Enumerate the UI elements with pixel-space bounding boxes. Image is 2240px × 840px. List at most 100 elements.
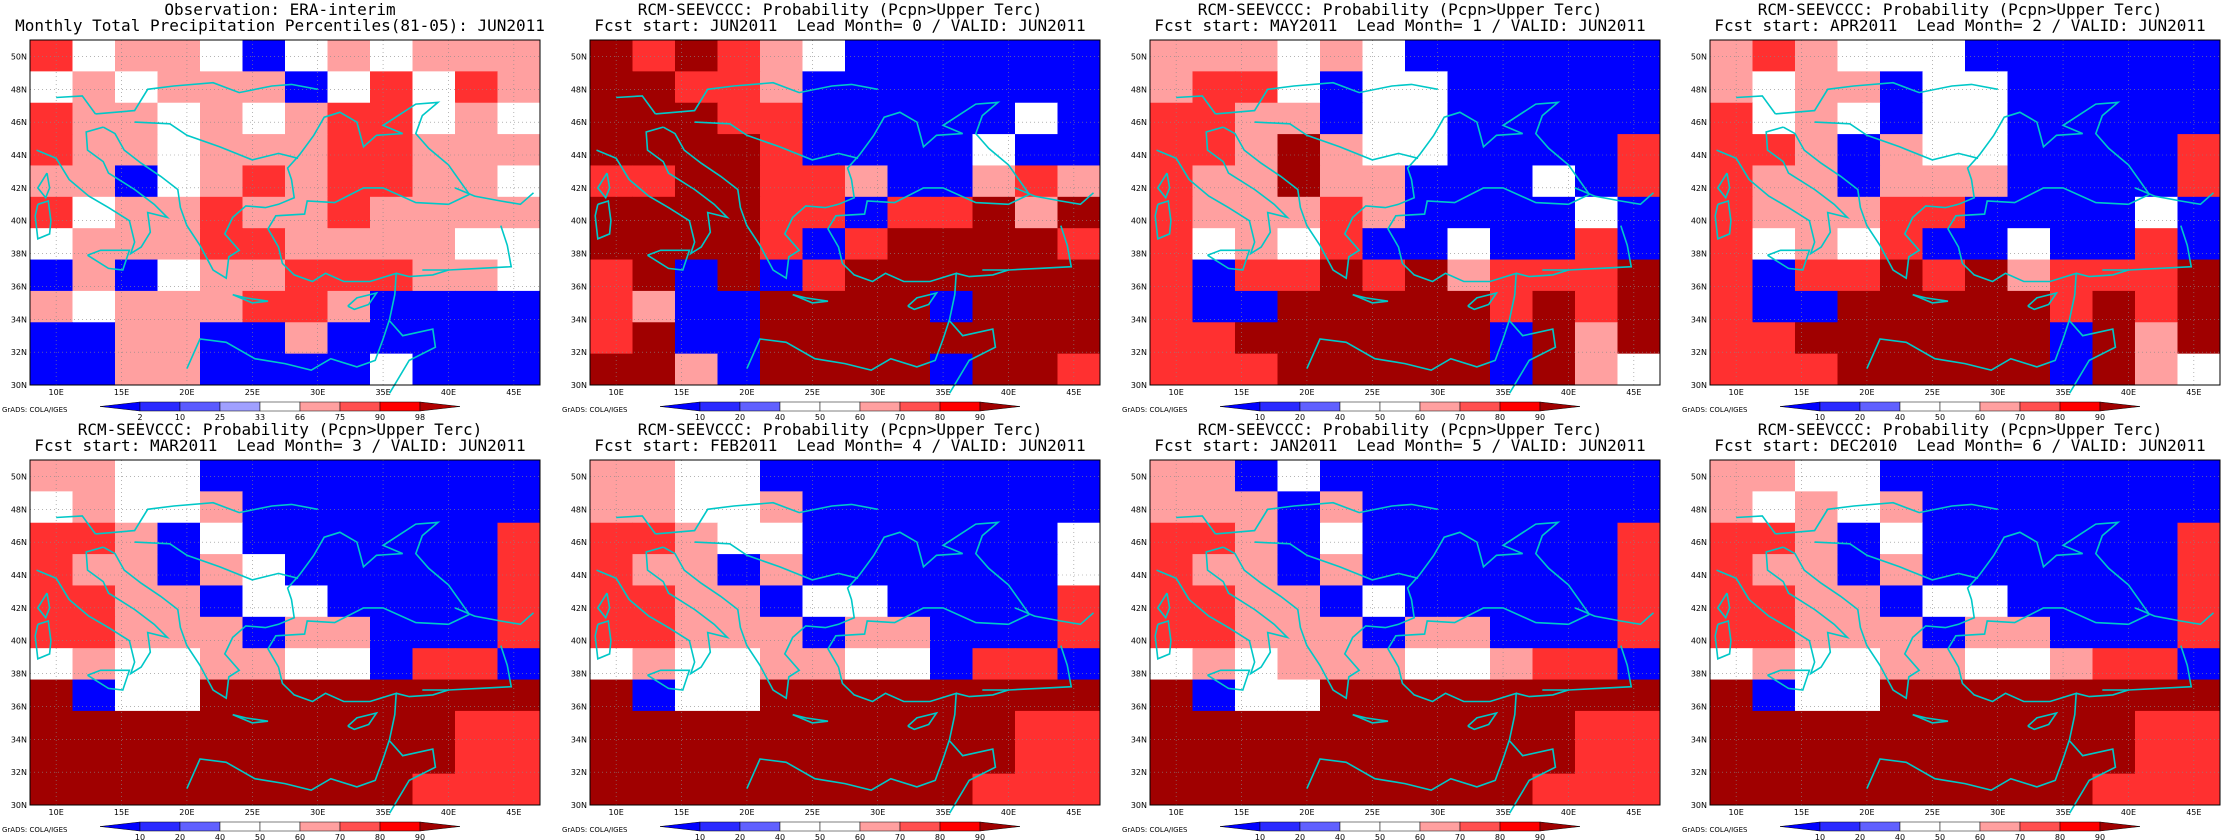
grid-cell <box>30 102 73 135</box>
grid-cell <box>200 585 243 618</box>
grid-cell <box>2135 290 2178 323</box>
grid-cell <box>242 773 286 806</box>
grid-cell <box>590 585 633 618</box>
lat-tick-label: 48N <box>1131 85 1147 94</box>
grid-cell <box>497 322 541 355</box>
grid-cell <box>1362 353 1406 386</box>
grid-cell <box>1922 522 1966 555</box>
colorbar-label: 10 <box>1255 833 1265 840</box>
grid-cell <box>1965 290 2008 323</box>
lat-tick-label: 32N <box>571 768 587 777</box>
grid-cell <box>675 71 718 104</box>
grid-cell <box>1277 773 1321 806</box>
grid-cell <box>1150 196 1193 229</box>
colorbar-segment <box>1459 821 1501 832</box>
colorbar-label: 60 <box>855 833 865 840</box>
grid-cell <box>1192 322 1236 355</box>
grid-cell <box>1277 585 1321 618</box>
colorbar-segment <box>859 401 901 412</box>
grid-cell <box>1447 616 1491 649</box>
grid-cell <box>72 491 116 524</box>
lat-tick-label: 50N <box>571 52 587 61</box>
coastline <box>87 669 131 691</box>
grid-cell <box>455 196 498 229</box>
grid-cell <box>845 228 888 261</box>
lat-tick-label: 32N <box>571 348 587 357</box>
grid-cell <box>1837 460 1881 492</box>
coastline <box>1736 515 1777 535</box>
grid-cell <box>1235 679 1278 712</box>
grid-cell <box>1575 742 1618 775</box>
grid-cell <box>972 290 1016 323</box>
grid-cell <box>802 102 846 135</box>
lat-tick-label: 34N <box>1131 735 1147 744</box>
grid-cell <box>590 773 633 806</box>
colorbar-segment <box>939 821 981 832</box>
grid-cell <box>1015 196 1058 229</box>
coastline <box>1508 320 1557 394</box>
coastline <box>2076 689 2129 698</box>
lat-tick-label: 34N <box>1691 735 1707 744</box>
grid-cell <box>455 165 498 198</box>
grid-cell <box>370 554 413 586</box>
map-frame <box>29 459 541 806</box>
grid-cell <box>1575 71 1618 104</box>
grid-cell <box>802 679 846 712</box>
colorbar-segment <box>219 821 261 832</box>
lon-tick-label: 25E <box>805 808 820 817</box>
grid-cell <box>30 71 73 104</box>
lat-tick-label: 42N <box>11 184 27 193</box>
coastline <box>186 607 470 792</box>
grid-cell <box>845 460 888 492</box>
grid-cell <box>1320 322 1363 355</box>
lat-tick-label: 38N <box>11 670 27 679</box>
coastline <box>36 172 51 200</box>
lon-tick-label: 25E <box>1925 808 1940 817</box>
grid-cell <box>887 165 931 198</box>
colorbar-segment <box>299 401 341 412</box>
grid-cell <box>1490 71 1533 104</box>
lon-tick-label: 10E <box>1169 388 1184 397</box>
colorbar-segment <box>1899 821 1941 832</box>
grid-cell <box>1710 134 1753 166</box>
grid-cell <box>1015 742 1058 775</box>
grid-cell <box>1405 460 1448 492</box>
panel-title: RCM-SEEVCCC: Probability (Pcpn>Upper Ter… <box>1757 420 2163 439</box>
colorbar-segment <box>419 821 461 832</box>
lat-tick-label: 50N <box>1131 52 1147 61</box>
grid-cell <box>2177 648 2221 681</box>
grid-cell <box>590 710 633 743</box>
grid-cell <box>242 259 286 292</box>
lat-tick-label: 32N <box>1691 348 1707 357</box>
grid-cell <box>1362 522 1406 555</box>
grid-cell <box>2135 71 2178 104</box>
grid-cell <box>760 40 803 72</box>
lon-tick-label: 15E <box>674 388 689 397</box>
grid-cell <box>1320 554 1363 586</box>
grid-cell <box>1880 165 1923 198</box>
grid-cell <box>2007 460 2051 492</box>
coastline <box>1306 607 1590 792</box>
grid-cell <box>1150 353 1193 386</box>
grid-cell <box>1057 679 1101 712</box>
colorbar: 10 20 40 50 60 70 80 90 <box>1779 821 2141 840</box>
grid-cell <box>1320 742 1363 775</box>
grid-cell <box>1447 648 1491 681</box>
colorbar-label: 20 <box>1855 833 1865 840</box>
grid-cell <box>1617 742 1661 775</box>
grid-cell <box>1447 460 1491 492</box>
colorbar-segment <box>2019 401 2061 412</box>
grid-cell <box>590 165 633 198</box>
colorbar: 10 20 40 50 60 70 80 90 <box>659 401 1021 422</box>
grads-credit: GrADS: COLA/IGES <box>1122 826 1188 834</box>
grid-cell <box>1880 742 1923 775</box>
grid-cell <box>1837 554 1881 586</box>
grid-cell <box>1320 773 1363 806</box>
grid-cell <box>285 290 328 323</box>
grid-cell <box>1235 710 1278 743</box>
grid-cell <box>1057 102 1101 135</box>
grid-cell <box>1617 165 1661 198</box>
grid-cell <box>1532 102 1576 135</box>
grid-cell <box>1235 290 1278 323</box>
grid-cell <box>1710 554 1753 586</box>
